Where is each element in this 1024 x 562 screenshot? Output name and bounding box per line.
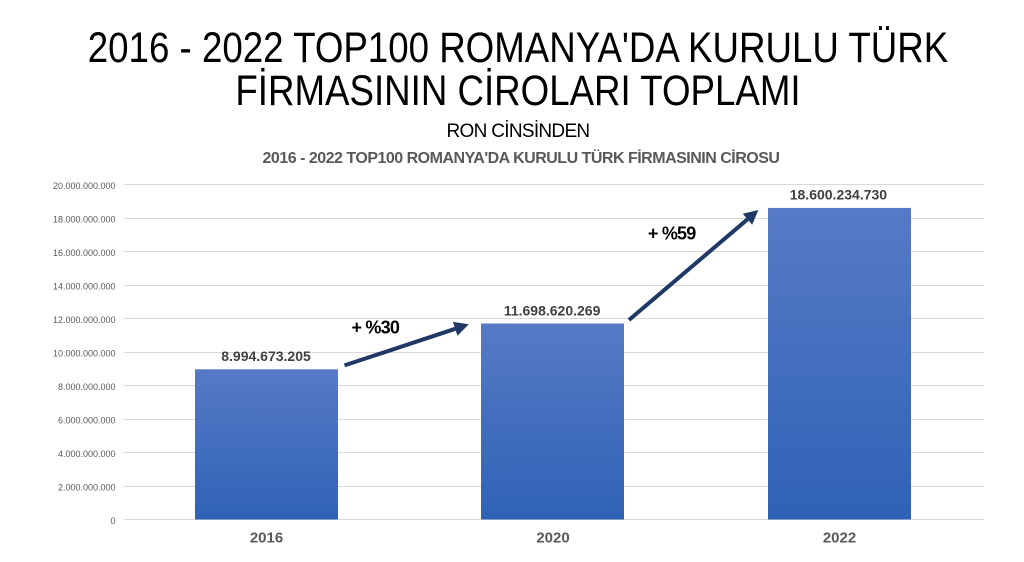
svg-text:20.000.000.000: 20.000.000.000 bbox=[53, 181, 116, 191]
svg-text:18.000.000.000: 18.000.000.000 bbox=[53, 215, 116, 225]
svg-text:2022: 2022 bbox=[823, 530, 856, 547]
svg-text:12.000.000.000: 12.000.000.000 bbox=[53, 315, 116, 325]
svg-text:2020: 2020 bbox=[536, 530, 569, 547]
svg-text:2.000.000.000: 2.000.000.000 bbox=[58, 483, 116, 493]
svg-text:18.600.234.730: 18.600.234.730 bbox=[790, 187, 888, 203]
svg-text:8.000.000.000: 8.000.000.000 bbox=[58, 382, 116, 392]
svg-text:16.000.000.000: 16.000.000.000 bbox=[53, 248, 116, 258]
svg-text:2016: 2016 bbox=[250, 530, 283, 547]
svg-text:0: 0 bbox=[110, 516, 115, 526]
svg-text:4.000.000.000: 4.000.000.000 bbox=[58, 449, 116, 459]
svg-text:10.000.000.000: 10.000.000.000 bbox=[53, 349, 116, 359]
svg-text:+ %30: + %30 bbox=[352, 317, 400, 337]
svg-text:+ %59: + %59 bbox=[648, 224, 696, 244]
svg-text:6.000.000.000: 6.000.000.000 bbox=[58, 416, 116, 426]
svg-text:8.994.673.205: 8.994.673.205 bbox=[221, 348, 311, 364]
svg-text:11.698.620.269: 11.698.620.269 bbox=[504, 302, 601, 318]
svg-text:14.000.000.000: 14.000.000.000 bbox=[53, 282, 116, 292]
